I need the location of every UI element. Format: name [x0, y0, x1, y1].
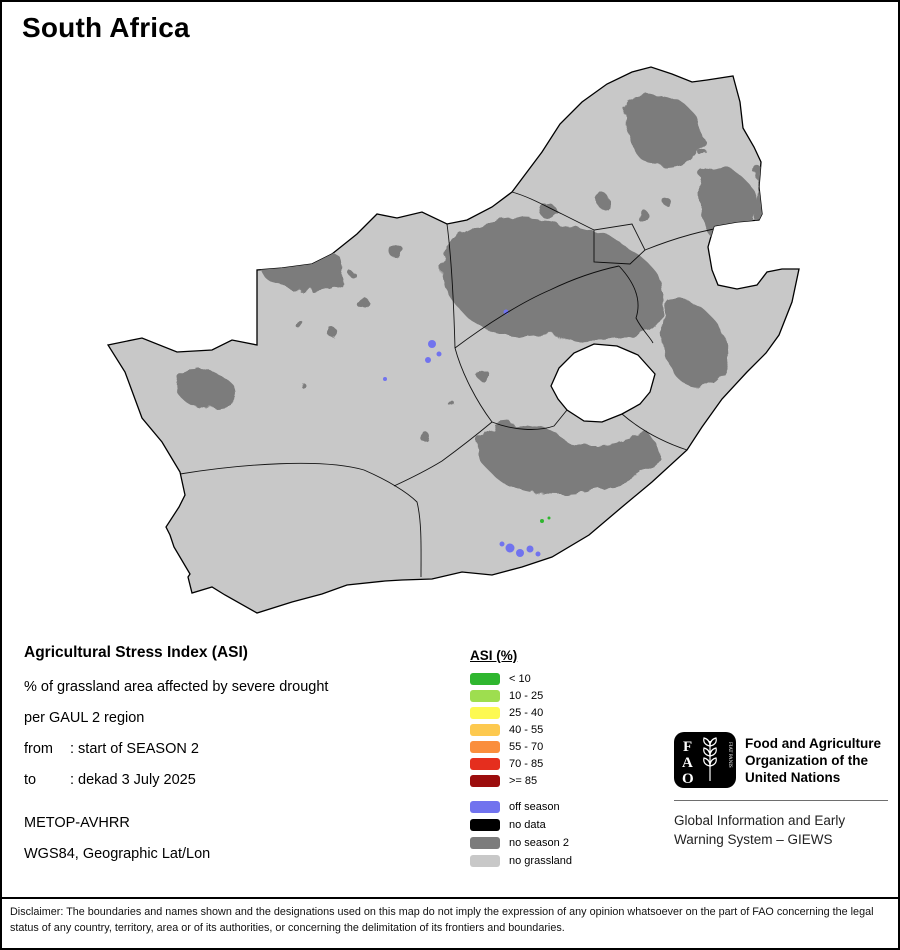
asi-heading: Agricultural Stress Index (ASI) — [24, 644, 248, 661]
legend-label: off season — [509, 801, 560, 813]
off-season-patches — [383, 309, 541, 557]
to-label: to — [24, 772, 37, 788]
asi-legend: ASI (%) < 10 10 - 25 25 - 40 40 - 55 55 … — [470, 648, 572, 870]
legend-swatch — [470, 819, 500, 831]
svg-text:FIAT PANIS: FIAT PANIS — [727, 742, 732, 768]
svg-text:A: A — [682, 755, 693, 771]
to-value: : dekad 3 July 2025 — [70, 772, 196, 788]
svg-text:O: O — [682, 771, 694, 787]
disclaimer-divider — [2, 897, 898, 899]
legend-swatch — [470, 740, 500, 753]
wheat-ear-icon — [703, 737, 717, 781]
legend-label: no grassland — [509, 855, 572, 867]
legend-item: no data — [470, 816, 572, 834]
from-label: from — [24, 741, 53, 757]
asi-subtitle-2: per GAUL 2 region — [24, 710, 145, 726]
legend-label: < 10 — [509, 672, 531, 685]
legend-swatch — [470, 672, 500, 685]
legend-item: off season — [470, 798, 572, 816]
asi-green-specks — [540, 516, 551, 523]
legend-item: 70 - 85 — [470, 755, 572, 772]
fao-divider — [674, 800, 888, 801]
giews-name: Global Information and Early Warning Sys… — [674, 813, 846, 847]
legend-label: no season 2 — [509, 837, 569, 849]
legend-label: no data — [509, 819, 546, 831]
legend-swatch — [470, 706, 500, 719]
disclaimer-text: Disclaimer: The boundaries and names sho… — [10, 906, 874, 934]
legend-item: no grassland — [470, 852, 572, 870]
legend-item: 40 - 55 — [470, 721, 572, 738]
from-value: : start of SEASON 2 — [70, 741, 199, 757]
legend-item: 55 - 70 — [470, 738, 572, 755]
period-to: to : dekad 3 July 2025 — [24, 772, 328, 788]
fao-org-name: Food and Agriculture Organization of the… — [745, 736, 881, 785]
asi-subtitle-1: % of grassland area affected by severe d… — [24, 679, 329, 695]
legend-swatch — [470, 689, 500, 702]
legend-label: 70 - 85 — [509, 757, 544, 770]
legend-item: >= 85 — [470, 772, 572, 789]
legend-item: < 10 — [470, 670, 572, 687]
page-title: South Africa — [22, 12, 190, 43]
legend-label: 55 - 70 — [509, 740, 544, 753]
legend-label: 40 - 55 — [509, 723, 544, 736]
period-from: from : start of SEASON 2 — [24, 741, 328, 757]
fao-block: F A O FIAT PANIS Food and Agriculture Or… — [674, 732, 888, 849]
province-boundaries — [179, 191, 760, 578]
legend-label: >= 85 — [509, 774, 538, 787]
svg-text:F: F — [683, 739, 692, 755]
legend-spacer — [470, 789, 572, 798]
legend-swatch — [470, 774, 500, 787]
legend-label: 25 - 40 — [509, 706, 544, 719]
legend-swatch — [470, 837, 500, 849]
projection-name: WGS84, Geographic Lat/Lon — [24, 846, 211, 862]
legend-swatch — [470, 723, 500, 736]
legend-title: ASI (%) — [470, 648, 518, 663]
legend-item: 25 - 40 — [470, 704, 572, 721]
sensor-name: METOP-AVHRR — [24, 815, 130, 831]
legend-swatch — [470, 855, 500, 867]
legend-item: no season 2 — [470, 834, 572, 852]
south-africa-map — [106, 66, 800, 614]
legend-swatch — [470, 757, 500, 770]
legend-swatch — [470, 801, 500, 813]
map-info-block: Agricultural Stress Index (ASI) % of gra… — [24, 644, 328, 877]
fao-logo-icon: F A O FIAT PANIS — [674, 732, 736, 788]
legend-label: 10 - 25 — [509, 689, 544, 702]
legend-item: 10 - 25 — [470, 687, 572, 704]
